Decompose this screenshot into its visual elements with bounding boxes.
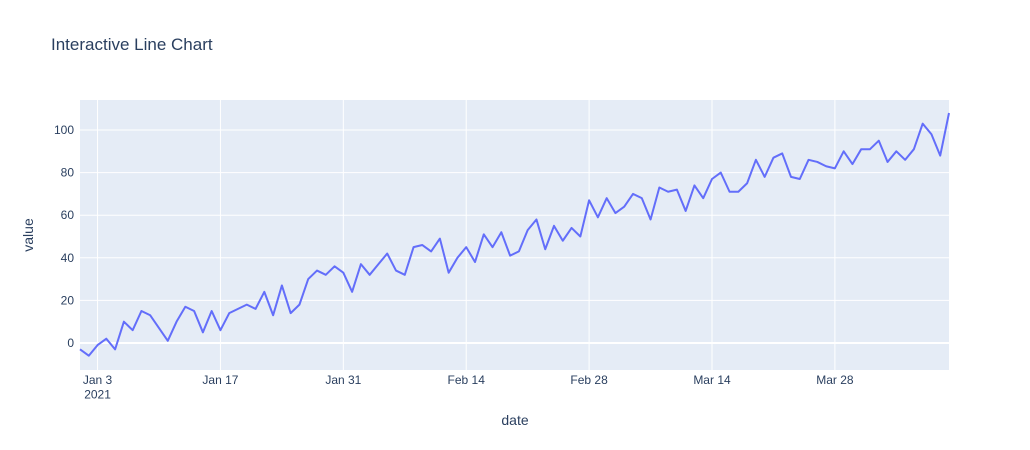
x-tick-label: Mar 14 [693, 373, 731, 387]
x-tick-label: Jan 3 2021 [83, 373, 113, 401]
x-tick-label: Feb 14 [448, 373, 486, 387]
x-tick-label: Mar 28 [816, 373, 854, 387]
y-axis-title: value [20, 218, 36, 252]
y-tick-label: 60 [61, 208, 75, 222]
x-axis-title: date [501, 412, 528, 428]
x-tick-label: Feb 28 [570, 373, 608, 387]
x-tick-label: Jan 17 [202, 373, 238, 387]
y-tick-label: 0 [67, 336, 74, 350]
plot-area [80, 100, 949, 370]
x-tick-label: Jan 31 [325, 373, 361, 387]
y-tick-label: 80 [61, 166, 75, 180]
chart-title: Interactive Line Chart [51, 35, 213, 54]
data-line [79, 112, 950, 357]
y-tick-label: 100 [54, 123, 74, 137]
y-tick-label: 20 [61, 293, 75, 307]
y-tick-label: 40 [61, 251, 75, 265]
